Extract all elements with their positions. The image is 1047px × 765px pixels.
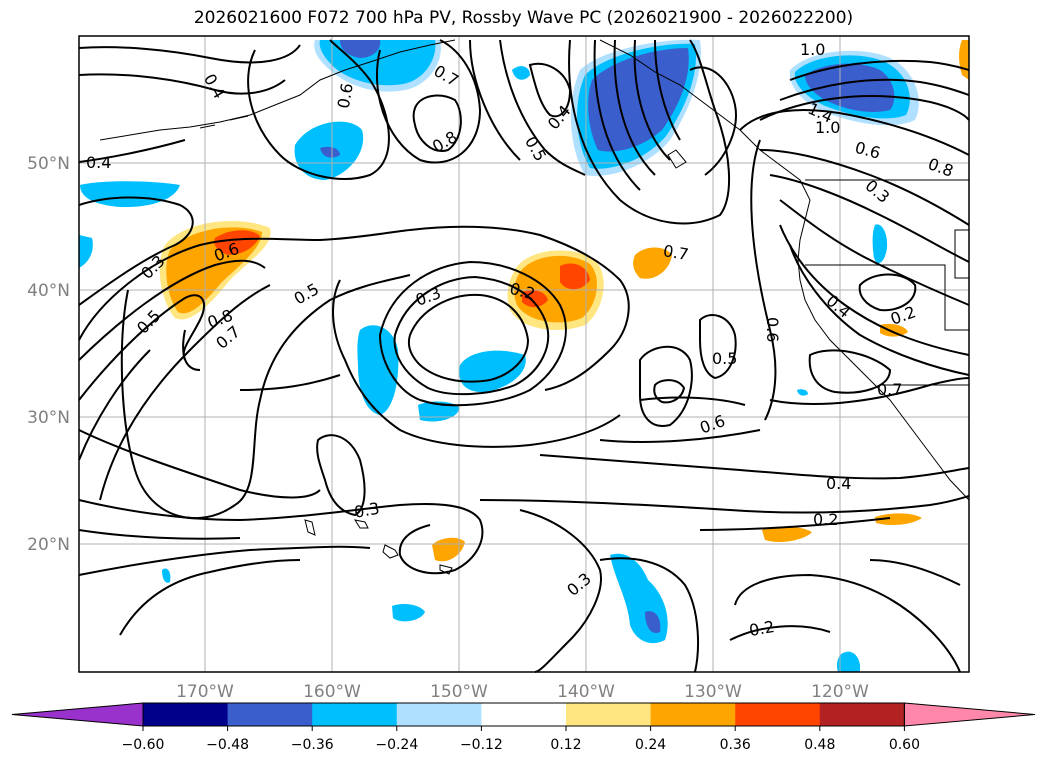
lat-label: 50°N — [27, 154, 70, 174]
contour-label: 0.2 — [748, 617, 776, 640]
lat-label: 40°N — [27, 281, 70, 301]
colorbar-segment — [650, 703, 736, 726]
lon-label: 170°W — [176, 682, 234, 702]
colorbar-tick-label: −0.48 — [206, 737, 249, 753]
latitude-axis: 50°N 40°N 30°N 20°N — [27, 154, 70, 555]
colorbar-tick-label: 0.60 — [889, 737, 920, 753]
colorbar-segment — [143, 703, 229, 726]
graticule — [79, 36, 969, 672]
longitude-axis: 170°W 160°W 150°W 140°W 130°W 120°W — [176, 682, 869, 702]
contour-label: 0.6 — [763, 317, 782, 342]
colorbar-tick-label: −0.36 — [291, 737, 334, 753]
lat-label: 30°N — [27, 408, 70, 428]
lon-label: 150°W — [430, 682, 488, 702]
contour-label: 1.0 — [800, 40, 825, 59]
map-frame — [78, 35, 970, 673]
lon-label: 120°W — [811, 682, 869, 702]
colorbar-segment — [396, 703, 482, 726]
lon-label: 130°W — [684, 682, 742, 702]
colorbar-tick-label: −0.60 — [122, 737, 165, 753]
colorbar-tick-label: 0.48 — [804, 737, 835, 753]
colorbar-segment — [312, 703, 398, 726]
colorbar-tick-label: 0.36 — [720, 737, 751, 753]
lat-label: 20°N — [27, 535, 70, 555]
colorbar-extend-max — [903, 702, 1036, 727]
contour-label: 0.6 — [334, 82, 357, 110]
colorbar-tick-label: 0.12 — [550, 737, 581, 753]
map-title: 2026021600 F072 700 hPa PV, Rossby Wave … — [193, 8, 854, 28]
colorbar-segment — [819, 703, 905, 726]
contour-label: 0.7 — [877, 380, 902, 399]
lon-label: 160°W — [303, 682, 361, 702]
colorbar-segment — [735, 703, 821, 726]
contour-label: 0.3 — [353, 499, 381, 522]
colorbar-tick-label: −0.24 — [375, 737, 418, 753]
colorbar: −0.60 −0.48 −0.36 −0.24 −0.12 0.12 0.24 0.36 0.4… — [11, 702, 1036, 753]
colorbar-segment — [227, 703, 313, 726]
colorbar-segment — [481, 703, 567, 726]
colorbar-extend-min — [11, 702, 144, 727]
colorbar-tick-label: −0.12 — [460, 737, 503, 753]
colorbar-outline — [142, 702, 905, 727]
colorbar-tick-label: 0.24 — [635, 737, 666, 753]
contour-label: 0.4 — [826, 474, 851, 493]
contour-label: 0.4 — [86, 153, 111, 172]
colorbar-segment — [566, 703, 652, 726]
contour-label: 0.5 — [712, 349, 737, 368]
pv-contours — [78, 39, 970, 673]
contour-label: 0.2 — [813, 510, 838, 529]
contour-label: 0.7 — [662, 241, 690, 264]
lon-label: 140°W — [557, 682, 615, 702]
contour-label: 1.0 — [815, 118, 840, 137]
